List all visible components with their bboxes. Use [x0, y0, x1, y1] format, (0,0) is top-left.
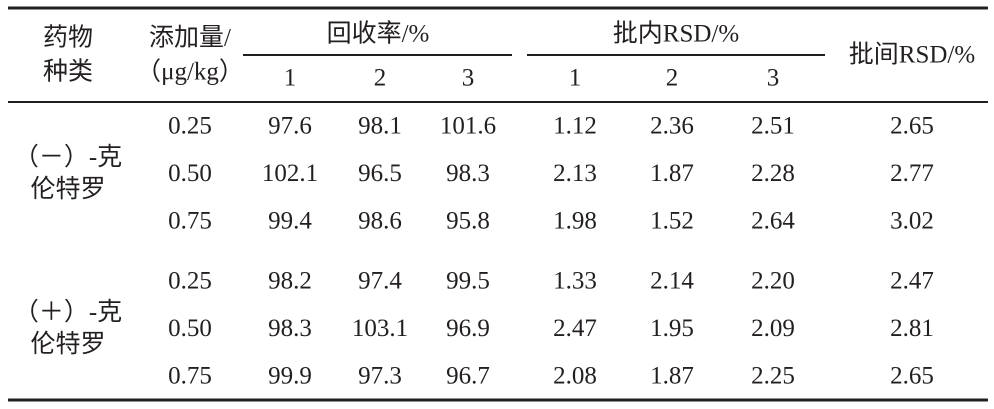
- header-sub: 1: [569, 65, 582, 92]
- cell: 102.1: [262, 160, 318, 187]
- cell: 2.36: [650, 113, 694, 140]
- header-drug: 药物: [43, 24, 93, 52]
- header-sub: 3: [462, 65, 475, 92]
- cell: 96.7: [446, 363, 490, 390]
- header-drug: 种类: [43, 58, 93, 86]
- header-sub: 1: [284, 65, 297, 92]
- cell: 0.50: [168, 315, 212, 342]
- cell: 0.25: [168, 268, 212, 295]
- cell: 2.09: [751, 315, 795, 342]
- cell: 2.28: [751, 160, 795, 187]
- drug-name: （－）-克: [14, 143, 122, 171]
- cell: 1.95: [650, 315, 694, 342]
- cell: 0.25: [168, 113, 212, 140]
- cell: 96.9: [446, 315, 490, 342]
- cell: 2.20: [751, 268, 795, 295]
- cell: 1.87: [650, 363, 694, 390]
- cell: 2.64: [751, 208, 795, 235]
- cell: 1.98: [553, 208, 597, 235]
- header-recovery: 回收率/%: [327, 20, 430, 48]
- cell: 2.08: [553, 363, 597, 390]
- header-intra: 批内RSD/%: [613, 20, 739, 48]
- header-amount: 添加量/: [149, 24, 231, 52]
- cell: 97.6: [268, 113, 312, 140]
- cell: 98.6: [358, 208, 402, 235]
- cell: 97.4: [358, 268, 402, 295]
- header-sub: 2: [666, 65, 679, 92]
- cell: 2.47: [553, 315, 597, 342]
- cell: 2.14: [650, 268, 694, 295]
- cell: 1.87: [650, 160, 694, 187]
- header-sub: 3: [767, 65, 780, 92]
- cell: 98.1: [358, 113, 402, 140]
- cell: 98.2: [268, 268, 312, 295]
- cell: 0.75: [168, 363, 212, 390]
- cell: 99.4: [268, 208, 312, 235]
- cell: 1.12: [553, 113, 597, 140]
- cell: 1.33: [553, 268, 597, 295]
- cell: 2.51: [751, 113, 795, 140]
- cell: 2.13: [553, 160, 597, 187]
- cell: 99.5: [446, 268, 490, 295]
- header-amount: （μg/kg）: [136, 58, 244, 86]
- cell: 99.9: [268, 363, 312, 390]
- drug-name: 伦特罗: [30, 330, 105, 358]
- cell: 1.52: [650, 208, 694, 235]
- header-sub: 2: [374, 65, 387, 92]
- cell: 97.3: [358, 363, 402, 390]
- cell: 2.65: [890, 363, 934, 390]
- drug-name: 伦特罗: [30, 175, 105, 203]
- drug-name: （＋）-克: [14, 298, 122, 326]
- cell: 2.65: [890, 113, 934, 140]
- cell: 101.6: [440, 113, 496, 140]
- cell: 95.8: [446, 208, 490, 235]
- cell: 96.5: [358, 160, 402, 187]
- cell: 2.77: [890, 160, 934, 187]
- cell: 103.1: [352, 315, 408, 342]
- cell: 2.25: [751, 363, 795, 390]
- header-inter: 批间RSD/%: [849, 41, 975, 69]
- cell: 98.3: [446, 160, 490, 187]
- cell: 0.75: [168, 208, 212, 235]
- cell: 0.50: [168, 160, 212, 187]
- cell: 2.47: [890, 268, 934, 295]
- cell: 2.81: [890, 315, 934, 342]
- cell: 3.02: [890, 208, 934, 235]
- cell: 98.3: [268, 315, 312, 342]
